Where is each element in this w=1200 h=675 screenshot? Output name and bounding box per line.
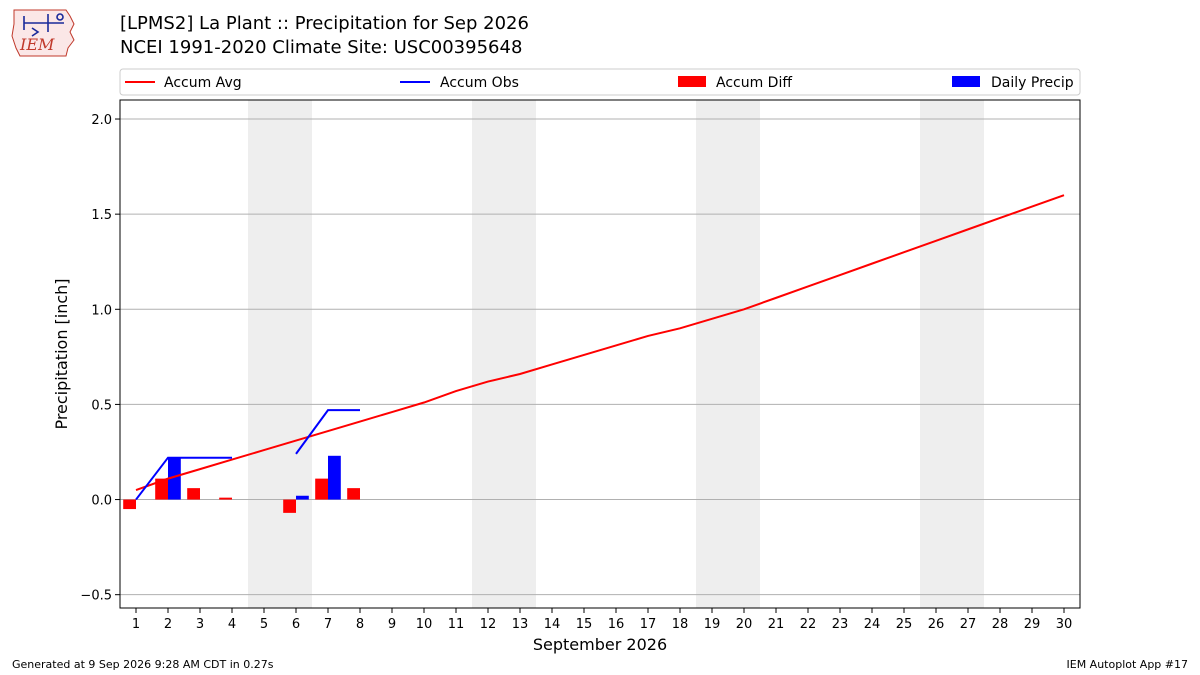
x-tick-label: 5 — [260, 617, 268, 632]
y-tick-label: 2.0 — [91, 113, 112, 128]
x-tick-label: 25 — [896, 617, 913, 632]
accum-diff-bar — [219, 497, 232, 500]
x-tick-label: 4 — [228, 617, 236, 632]
x-tick-label: 11 — [448, 617, 465, 632]
accum-diff-bar — [155, 478, 168, 500]
plot-frame — [119, 99, 1081, 609]
accum-diff-bar — [187, 488, 200, 500]
y-tick-label: 1.5 — [91, 208, 112, 223]
daily-precip-bar — [168, 457, 181, 500]
x-tick-label: 22 — [800, 617, 817, 632]
x-tick-label: 23 — [832, 617, 849, 632]
x-tick-label: 9 — [388, 617, 396, 632]
legend-label: Accum Diff — [716, 75, 792, 91]
x-tick-label: 27 — [960, 617, 977, 632]
shaded-band — [248, 100, 312, 608]
legend-label: Accum Obs — [440, 75, 519, 91]
y-axis-label: Precipitation [inch] — [52, 278, 71, 429]
iem-logo: IEM — [8, 6, 80, 62]
accum-diff-bar — [123, 499, 136, 510]
accum-diff-bar — [283, 499, 296, 513]
x-tick-label: 2 — [164, 617, 172, 632]
x-tick-label: 29 — [1024, 617, 1041, 632]
logo-text: IEM — [19, 35, 55, 54]
shaded-band — [696, 100, 760, 608]
x-tick-label: 21 — [768, 617, 785, 632]
x-tick-label: 18 — [672, 617, 689, 632]
daily-precip-bar — [328, 455, 341, 500]
legend-box — [119, 68, 1081, 96]
daily-precip-bar — [296, 495, 309, 500]
x-tick-label: 28 — [992, 617, 1009, 632]
x-tick-label: 26 — [928, 617, 945, 632]
x-tick-label: 10 — [416, 617, 433, 632]
chart-subtitle: NCEI 1991-2020 Climate Site: USC00395648 — [120, 37, 523, 58]
x-tick-label: 24 — [864, 617, 881, 632]
x-tick-label: 8 — [356, 617, 364, 632]
accum-diff-bar — [315, 478, 328, 500]
x-tick-label: 6 — [292, 617, 300, 632]
accum-diff-bar — [347, 488, 360, 500]
legend-swatch-bar — [952, 76, 980, 87]
x-tick-label: 15 — [576, 617, 593, 632]
y-tick-label: 1.0 — [91, 303, 112, 318]
x-tick-label: 1 — [132, 617, 140, 632]
y-tick-label: −0.5 — [80, 589, 112, 604]
x-tick-label: 16 — [608, 617, 625, 632]
accum-obs-line — [295, 409, 360, 455]
legend-swatch-bar — [678, 76, 706, 87]
x-tick-label: 14 — [544, 617, 561, 632]
accum-avg-line — [135, 194, 1065, 491]
y-tick-label: 0.0 — [91, 494, 112, 509]
app-credit: IEM Autoplot App #17 — [1066, 658, 1189, 671]
x-tick-label: 13 — [512, 617, 529, 632]
chart-title: [LPMS2] La Plant :: Precipitation for Se… — [120, 13, 529, 34]
x-axis-label: September 2026 — [533, 635, 667, 654]
x-tick-label: 20 — [736, 617, 753, 632]
x-tick-label: 3 — [196, 617, 204, 632]
y-tick-label: 0.5 — [91, 398, 112, 413]
x-tick-label: 12 — [480, 617, 497, 632]
x-tick-label: 30 — [1056, 617, 1073, 632]
x-tick-label: 17 — [640, 617, 657, 632]
x-tick-label: 7 — [324, 617, 332, 632]
legend-label: Daily Precip — [991, 75, 1074, 91]
legend-label: Accum Avg — [164, 75, 242, 91]
generated-timestamp: Generated at 9 Sep 2026 9:28 AM CDT in 0… — [12, 658, 274, 671]
accum-obs-line — [135, 456, 232, 501]
x-tick-label: 19 — [704, 617, 721, 632]
shaded-band — [920, 100, 984, 608]
shaded-band — [472, 100, 536, 608]
iowa-map-outline — [11, 9, 75, 57]
